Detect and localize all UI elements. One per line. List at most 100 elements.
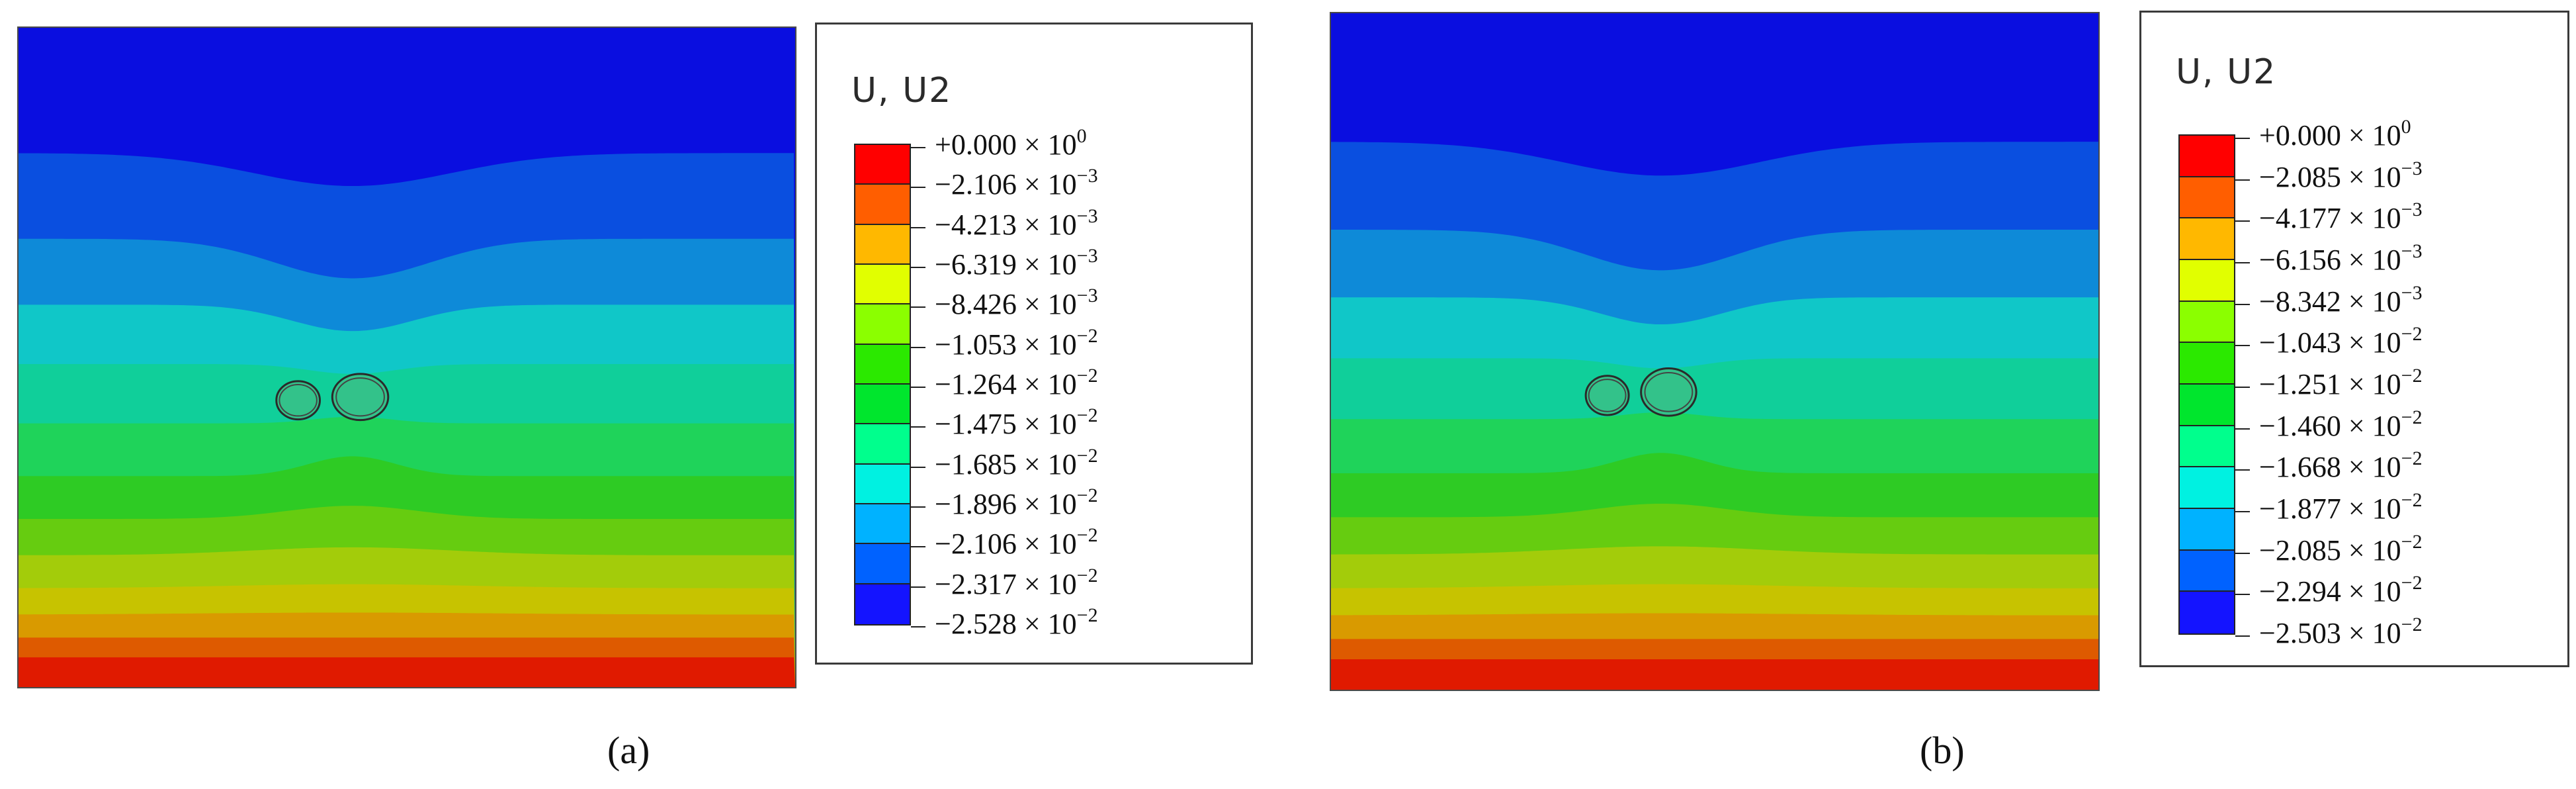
tick-mantissa: −1.460 <box>2259 409 2341 442</box>
tick-times: × <box>1023 168 1041 201</box>
tick-base: 10 <box>2372 119 2401 152</box>
legend-tick-label: −1.668 × 10−2 <box>2235 449 2423 482</box>
tick-base: 10 <box>1047 248 1077 281</box>
tick-mantissa: −2.085 <box>2259 534 2341 567</box>
tick-exponent: −2 <box>2401 323 2423 346</box>
tick-base: 10 <box>1047 368 1077 400</box>
legend-tick-label: −1.896 × 10−2 <box>911 486 1098 519</box>
tick-times: × <box>1023 328 1041 361</box>
legend-swatch <box>855 384 910 425</box>
legend-tick-label: −2.503 × 10−2 <box>2235 615 2423 648</box>
legend-tick-label: −1.685 × 10−2 <box>911 445 1098 481</box>
legend-tick-label: −2.528 × 10−2 <box>911 606 1098 639</box>
legend-swatch <box>2180 301 2234 344</box>
tunnel-lining <box>279 384 318 417</box>
legend-swatch <box>2180 177 2234 219</box>
legend-tick-label: −4.213 × 10−3 <box>911 205 1098 241</box>
legend-swatch <box>855 504 910 545</box>
tick-exponent: −2 <box>2401 530 2423 553</box>
legend-swatch <box>855 264 910 305</box>
tick-base: 10 <box>1047 488 1077 520</box>
tunnel-outline <box>1584 375 1630 416</box>
tick-times: × <box>2348 451 2365 484</box>
tick-mantissa: −1.053 <box>935 328 1017 361</box>
legend-tick-label: −2.294 × 10−2 <box>2235 573 2423 606</box>
tick-exponent: −3 <box>2401 281 2423 304</box>
displacement-contour-plot <box>17 26 796 688</box>
displacement-contour-plot <box>1330 12 2100 691</box>
tunnel-lining <box>335 377 385 417</box>
color-scale-bar <box>2178 134 2235 635</box>
tick-base: 10 <box>1047 328 1077 361</box>
legend-swatch <box>2180 343 2234 385</box>
tick-base: 10 <box>2372 326 2401 359</box>
legend-swatch <box>2180 384 2234 426</box>
legend-swatch <box>855 185 910 225</box>
tick-exponent: −3 <box>2401 240 2423 262</box>
tick-mantissa: −2.106 <box>935 528 1017 561</box>
legend-tick-label: −1.053 × 10−2 <box>911 326 1098 359</box>
tick-exponent: −3 <box>2401 157 2423 179</box>
tick-exponent: −2 <box>2401 365 2423 387</box>
legend-swatch <box>2180 218 2234 260</box>
tick-times: × <box>1023 208 1041 241</box>
tick-times: × <box>2348 617 2365 649</box>
tick-base: 10 <box>1047 447 1077 481</box>
tick-base: 10 <box>2372 202 2401 235</box>
tick-times: × <box>1023 567 1041 600</box>
tunnel-lining <box>1588 379 1627 412</box>
tick-times: × <box>2348 409 2365 442</box>
tick-times: × <box>2348 285 2365 318</box>
panel-b: U, U2 +0.000 × 100 −2.085 × 10−3 −4.177 × … <box>1316 0 2576 789</box>
tick-exponent: 0 <box>2401 116 2411 138</box>
tick-exponent: −2 <box>1076 404 1098 427</box>
legend-tick-label: −1.043 × 10−2 <box>2235 324 2423 357</box>
tick-times: × <box>2348 492 2365 525</box>
legend-tick-label: +0.000 × 100 <box>2235 117 2411 150</box>
tick-mantissa: −1.264 <box>935 368 1017 400</box>
tunnel-outline <box>331 373 390 422</box>
tick-times: × <box>1023 488 1041 520</box>
tick-times: × <box>1023 248 1041 281</box>
legend-tick-labels: +0.000 × 100 −2.106 × 10−3 −4.213 × 10−3 −6… <box>911 126 1242 639</box>
tick-mantissa: +0.000 <box>935 128 1017 161</box>
tick-mantissa: −2.294 <box>2259 575 2341 608</box>
tick-times: × <box>2348 534 2365 567</box>
tick-exponent: −2 <box>1076 524 1098 547</box>
tick-mantissa: +0.000 <box>2259 119 2341 152</box>
legend-tick-label: −6.156 × 10−3 <box>2235 242 2423 275</box>
tick-exponent: −2 <box>1076 564 1098 586</box>
tick-mantissa: −4.213 <box>935 208 1017 241</box>
tick-times: × <box>2348 119 2365 152</box>
tick-mantissa: −6.156 <box>2259 244 2341 276</box>
legend-swatch <box>2180 259 2234 302</box>
legend-tick-label: −2.317 × 10−2 <box>911 564 1098 600</box>
contour-band <box>1331 659 2098 690</box>
legend-swatch <box>855 304 910 345</box>
panel-caption: (b) <box>1920 729 1965 772</box>
tick-exponent: −2 <box>1076 324 1098 347</box>
tick-base: 10 <box>1047 208 1077 241</box>
legend-tick-label: −2.085 × 10−3 <box>2235 157 2423 193</box>
tick-base: 10 <box>2372 160 2401 193</box>
legend-swatch <box>855 584 910 624</box>
tick-mantissa: −1.896 <box>935 488 1017 520</box>
tunnel-outline <box>275 380 322 421</box>
legend-swatch <box>855 344 910 385</box>
tick-exponent: −2 <box>2401 406 2423 428</box>
tick-exponent: 0 <box>1076 125 1087 147</box>
legend-swatch <box>855 145 910 185</box>
tick-base: 10 <box>2372 409 2401 442</box>
tick-times: × <box>1023 608 1041 640</box>
legend-tick-label: −1.475 × 10−2 <box>911 406 1098 439</box>
legend-swatch <box>2180 508 2234 551</box>
legend-title: U, U2 <box>851 71 953 111</box>
tick-exponent: −3 <box>1076 205 1098 227</box>
tick-base: 10 <box>2372 492 2401 525</box>
tick-times: × <box>1023 288 1041 321</box>
legend-swatch <box>2180 426 2234 468</box>
legend-tick-label: −1.877 × 10−2 <box>2235 490 2423 524</box>
tick-base: 10 <box>1047 288 1077 321</box>
tick-times: × <box>1023 128 1041 161</box>
tick-times: × <box>2348 160 2365 193</box>
